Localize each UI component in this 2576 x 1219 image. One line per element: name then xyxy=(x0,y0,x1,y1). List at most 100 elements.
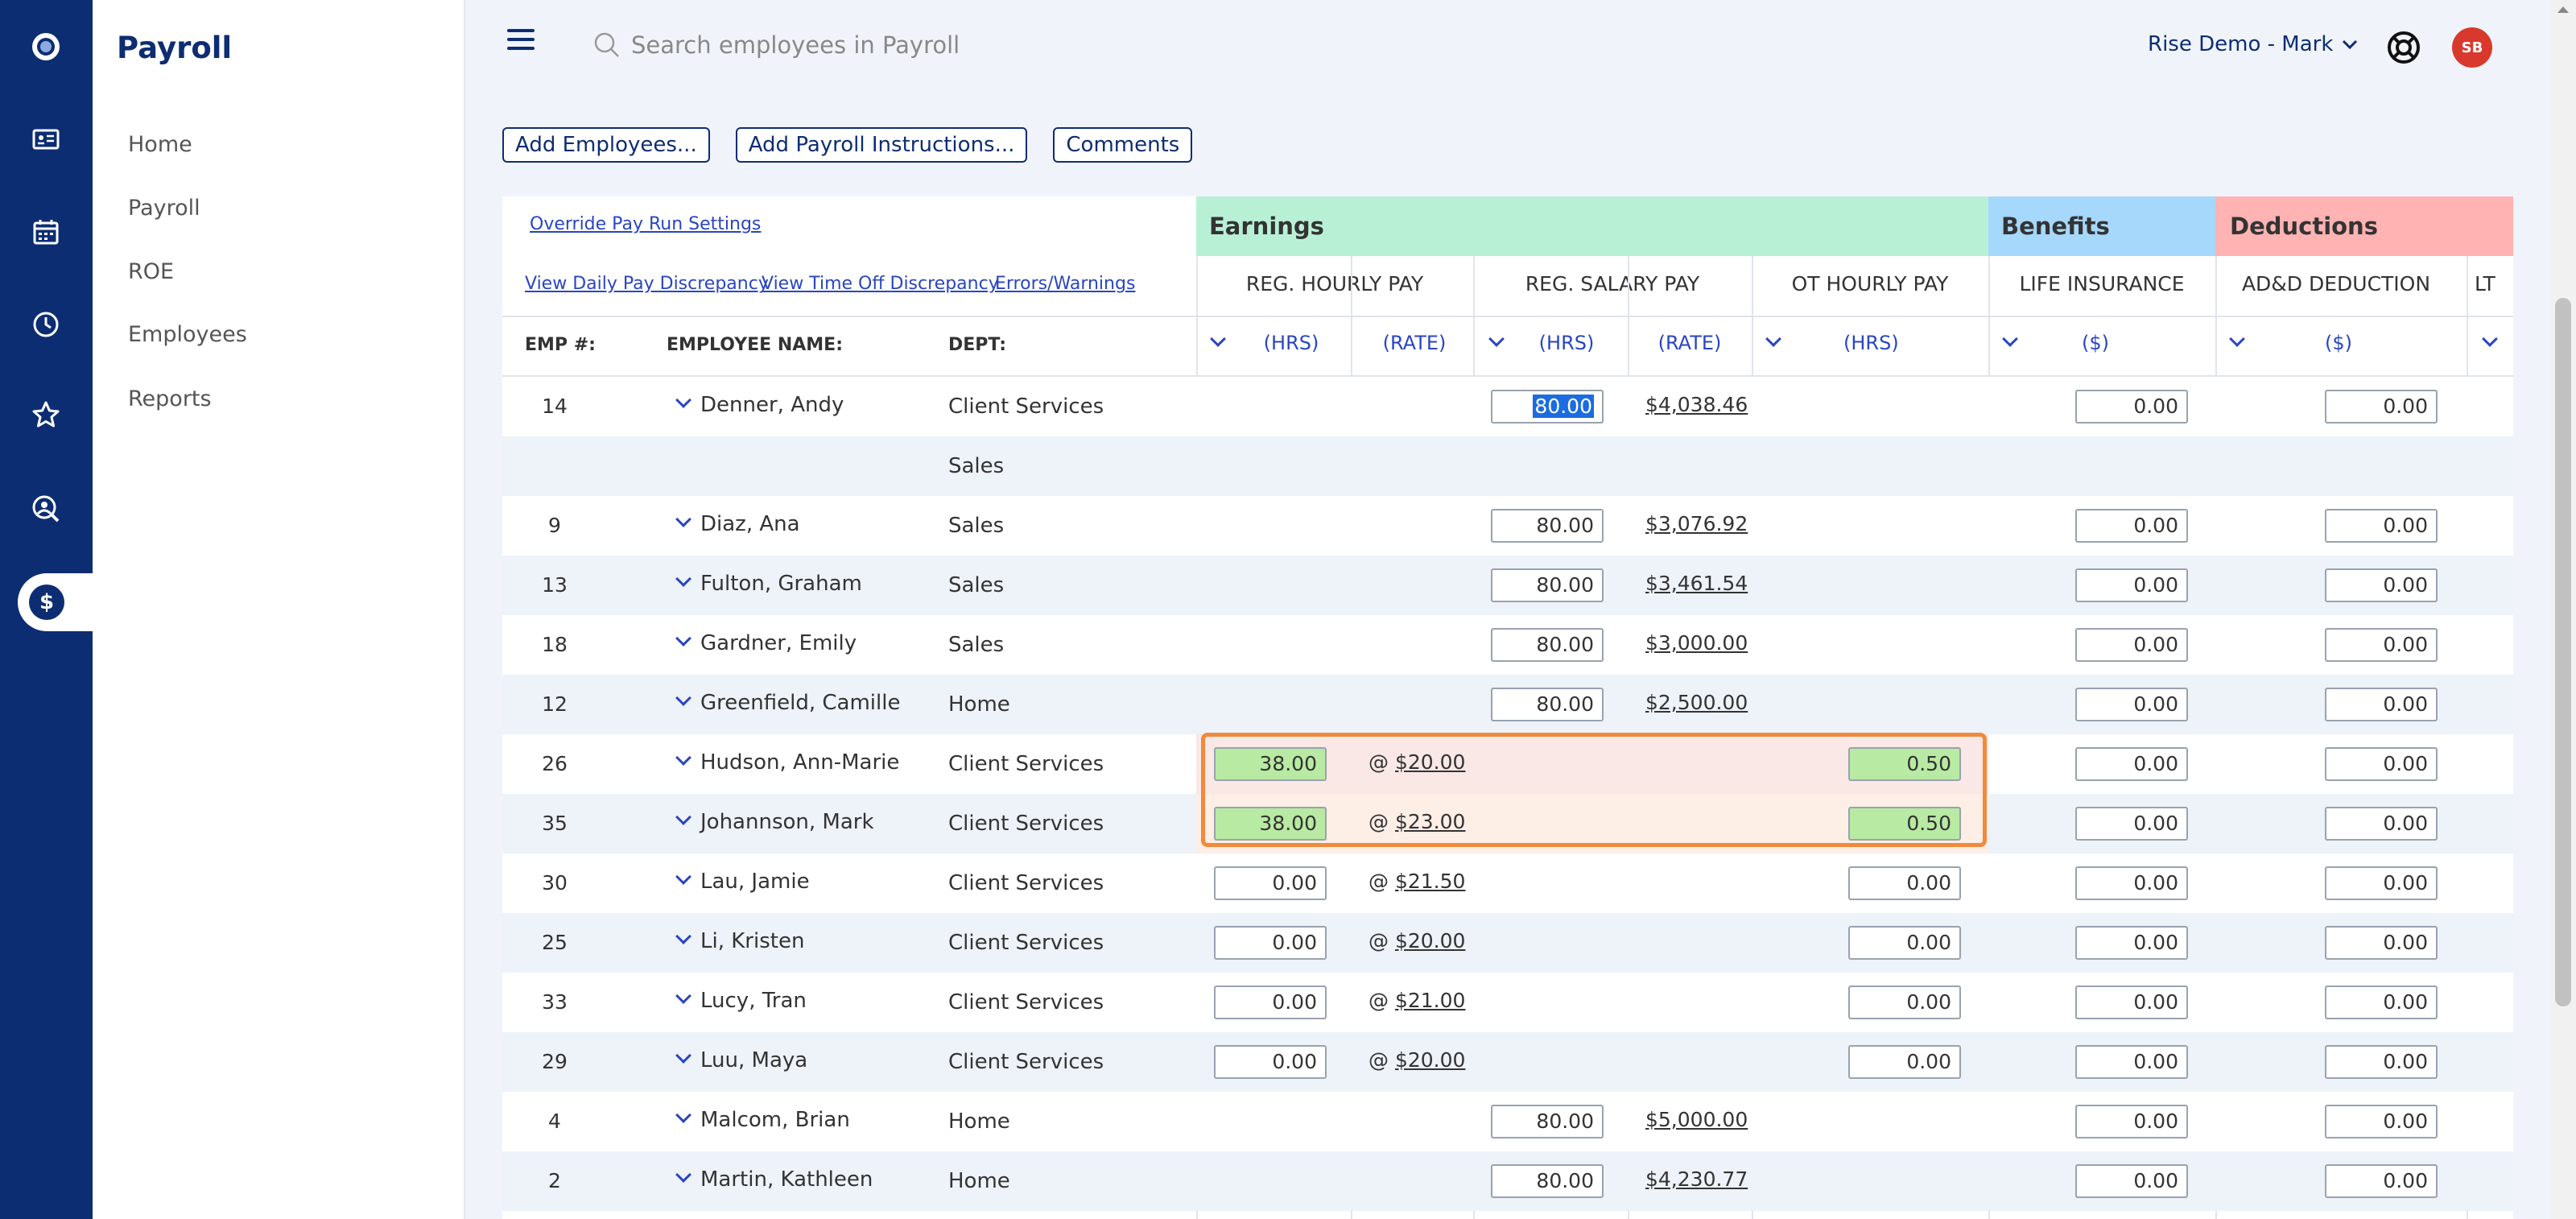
hourly-hours-input[interactable]: 0.00 xyxy=(1214,866,1327,900)
employee-name[interactable]: Malcom, Brian xyxy=(700,1108,850,1132)
daily-pay-discrepancy-link[interactable]: View Daily Pay Discrepancy xyxy=(525,274,769,294)
logo-icon[interactable] xyxy=(22,23,70,71)
life-insurance-input[interactable]: 0.00 xyxy=(2075,509,2188,543)
chevron-down-icon[interactable] xyxy=(675,869,691,885)
avatar[interactable]: SB xyxy=(2452,27,2492,68)
life-insurance-input[interactable]: 0.00 xyxy=(2075,628,2188,662)
hourly-rate-link[interactable]: @ $23.00 xyxy=(1368,810,1466,833)
employee-name[interactable]: Hudson, Ann-Marie xyxy=(700,750,900,775)
life-insurance-input[interactable]: 0.00 xyxy=(2075,688,2188,721)
add-payroll-instructions-button[interactable]: Add Payroll Instructions... xyxy=(735,127,1028,163)
chevron-down-icon[interactable] xyxy=(2229,331,2245,347)
add-deduction-input[interactable]: 0.00 xyxy=(2325,568,2438,602)
life-insurance-input[interactable]: 0.00 xyxy=(2075,866,2188,900)
add-deduction-input[interactable]: 0.00 xyxy=(2325,390,2438,424)
hourly-hours-input[interactable]: 0.00 xyxy=(1214,1045,1327,1079)
life-insurance-input[interactable]: 0.00 xyxy=(2075,390,2188,424)
add-deduction-input[interactable]: 0.00 xyxy=(2325,688,2438,721)
chevron-down-icon[interactable] xyxy=(675,809,691,825)
star-icon[interactable] xyxy=(22,390,70,439)
ot-hours-input[interactable]: 0.50 xyxy=(1848,747,1961,781)
employee-name[interactable]: Fulton, Graham xyxy=(700,572,862,596)
salary-rate-link[interactable]: $4,038.46 xyxy=(1645,393,1748,416)
life-insurance-input[interactable]: 0.00 xyxy=(2075,1045,2188,1079)
salary-rate-link[interactable]: $4,230.77 xyxy=(1645,1167,1748,1191)
ot-hours-input[interactable]: 0.00 xyxy=(1848,866,1961,900)
add-deduction-input[interactable]: 0.00 xyxy=(2325,986,2438,1019)
chevron-down-icon[interactable] xyxy=(675,630,691,647)
ot-hours-input[interactable]: 0.00 xyxy=(1848,1045,1961,1079)
comments-button[interactable]: Comments xyxy=(1053,127,1193,163)
hourly-hours-input[interactable]: 0.00 xyxy=(1214,986,1327,1019)
sidebar-item-payroll[interactable]: Payroll xyxy=(128,196,200,221)
employee-name[interactable]: Martin, Kathleen xyxy=(700,1167,873,1192)
employee-name[interactable]: Denner, Andy xyxy=(700,393,844,417)
chevron-down-icon[interactable] xyxy=(675,1107,691,1123)
search-bar[interactable]: Search employees in Payroll xyxy=(592,31,960,60)
employee-name[interactable]: Johannson, Mark xyxy=(700,810,874,834)
life-insurance-input[interactable]: 0.00 xyxy=(2075,747,2188,781)
chevron-down-icon[interactable] xyxy=(675,571,691,587)
salary-hours-input[interactable]: 80.00 xyxy=(1491,568,1604,602)
clock-icon[interactable] xyxy=(22,300,70,349)
hourly-rate-link[interactable]: @ $21.50 xyxy=(1368,870,1466,893)
salary-hours-input[interactable]: 80.00 xyxy=(1491,628,1604,662)
chevron-down-icon[interactable] xyxy=(675,988,691,1004)
chevron-down-icon[interactable] xyxy=(675,511,691,527)
salary-hours-input[interactable]: 80.00 xyxy=(1491,390,1604,424)
ot-hours-input[interactable]: 0.00 xyxy=(1848,926,1961,960)
chevron-down-icon[interactable] xyxy=(1765,331,1781,347)
chevron-down-icon[interactable] xyxy=(675,750,691,766)
hourly-hours-input[interactable]: 38.00 xyxy=(1214,807,1327,841)
salary-rate-link[interactable]: $3,461.54 xyxy=(1645,572,1748,595)
add-deduction-input[interactable]: 0.00 xyxy=(2325,1045,2438,1079)
add-deduction-input[interactable]: 0.00 xyxy=(2325,1164,2438,1198)
chevron-down-icon[interactable] xyxy=(675,690,691,706)
search-input[interactable]: Search employees in Payroll xyxy=(631,31,960,59)
chevron-down-icon[interactable] xyxy=(2482,331,2498,347)
help-lifebuoy-icon[interactable] xyxy=(2385,29,2422,66)
override-pay-run-link[interactable]: Override Pay Run Settings xyxy=(530,214,762,234)
add-deduction-input[interactable]: 0.00 xyxy=(2325,747,2438,781)
life-insurance-input[interactable]: 0.00 xyxy=(2075,926,2188,960)
employee-name[interactable]: Li, Kristen xyxy=(700,929,805,953)
scrollbar-thumb[interactable] xyxy=(2555,298,2571,1006)
scroll-up-arrow[interactable] xyxy=(2557,6,2569,13)
employee-name[interactable]: Lucy, Tran xyxy=(700,989,807,1013)
life-insurance-input[interactable]: 0.00 xyxy=(2075,986,2188,1019)
calendar-icon[interactable] xyxy=(22,208,70,256)
ot-hours-input[interactable]: 0.00 xyxy=(1848,986,1961,1019)
salary-rate-link[interactable]: $3,000.00 xyxy=(1645,631,1748,655)
chevron-down-icon[interactable] xyxy=(2002,331,2018,347)
chevron-down-icon[interactable] xyxy=(1210,331,1226,347)
salary-rate-link[interactable]: $3,076.92 xyxy=(1645,512,1748,535)
salary-rate-link[interactable]: $5,000.00 xyxy=(1645,1108,1748,1131)
sidebar-item-reports[interactable]: Reports xyxy=(128,386,212,411)
hourly-rate-link[interactable]: @ $20.00 xyxy=(1368,750,1466,774)
salary-hours-input[interactable]: 80.00 xyxy=(1491,1105,1604,1138)
chevron-down-icon[interactable] xyxy=(675,1167,691,1183)
life-insurance-input[interactable]: 0.00 xyxy=(2075,1105,2188,1138)
employee-name[interactable]: Lau, Jamie xyxy=(700,870,810,894)
add-deduction-input[interactable]: 0.00 xyxy=(2325,628,2438,662)
life-insurance-input[interactable]: 0.00 xyxy=(2075,807,2188,841)
sidebar-item-roe[interactable]: ROE xyxy=(128,259,175,284)
people-search-icon[interactable] xyxy=(22,485,70,533)
scrollbar[interactable] xyxy=(2550,0,2576,1219)
add-deduction-input[interactable]: 0.00 xyxy=(2325,509,2438,543)
sidebar-item-employees[interactable]: Employees xyxy=(128,322,247,347)
salary-rate-link[interactable]: $2,500.00 xyxy=(1645,691,1748,714)
dollar-icon[interactable]: $ xyxy=(18,573,93,631)
employee-name[interactable]: Diaz, Ana xyxy=(700,512,800,536)
hourly-rate-link[interactable]: @ $21.00 xyxy=(1368,989,1466,1012)
employee-name[interactable]: Luu, Maya xyxy=(700,1048,808,1072)
salary-hours-input[interactable]: 80.00 xyxy=(1491,1164,1604,1198)
chevron-down-icon[interactable] xyxy=(1488,331,1505,347)
hourly-rate-link[interactable]: @ $20.00 xyxy=(1368,929,1466,952)
chevron-down-icon[interactable] xyxy=(675,1048,691,1064)
employee-name[interactable]: Greenfield, Camille xyxy=(700,691,901,715)
life-insurance-input[interactable]: 0.00 xyxy=(2075,1164,2188,1198)
id-card-icon[interactable] xyxy=(22,115,70,163)
hourly-rate-link[interactable]: @ $20.00 xyxy=(1368,1048,1466,1072)
add-employees-button[interactable]: Add Employees... xyxy=(502,127,710,163)
